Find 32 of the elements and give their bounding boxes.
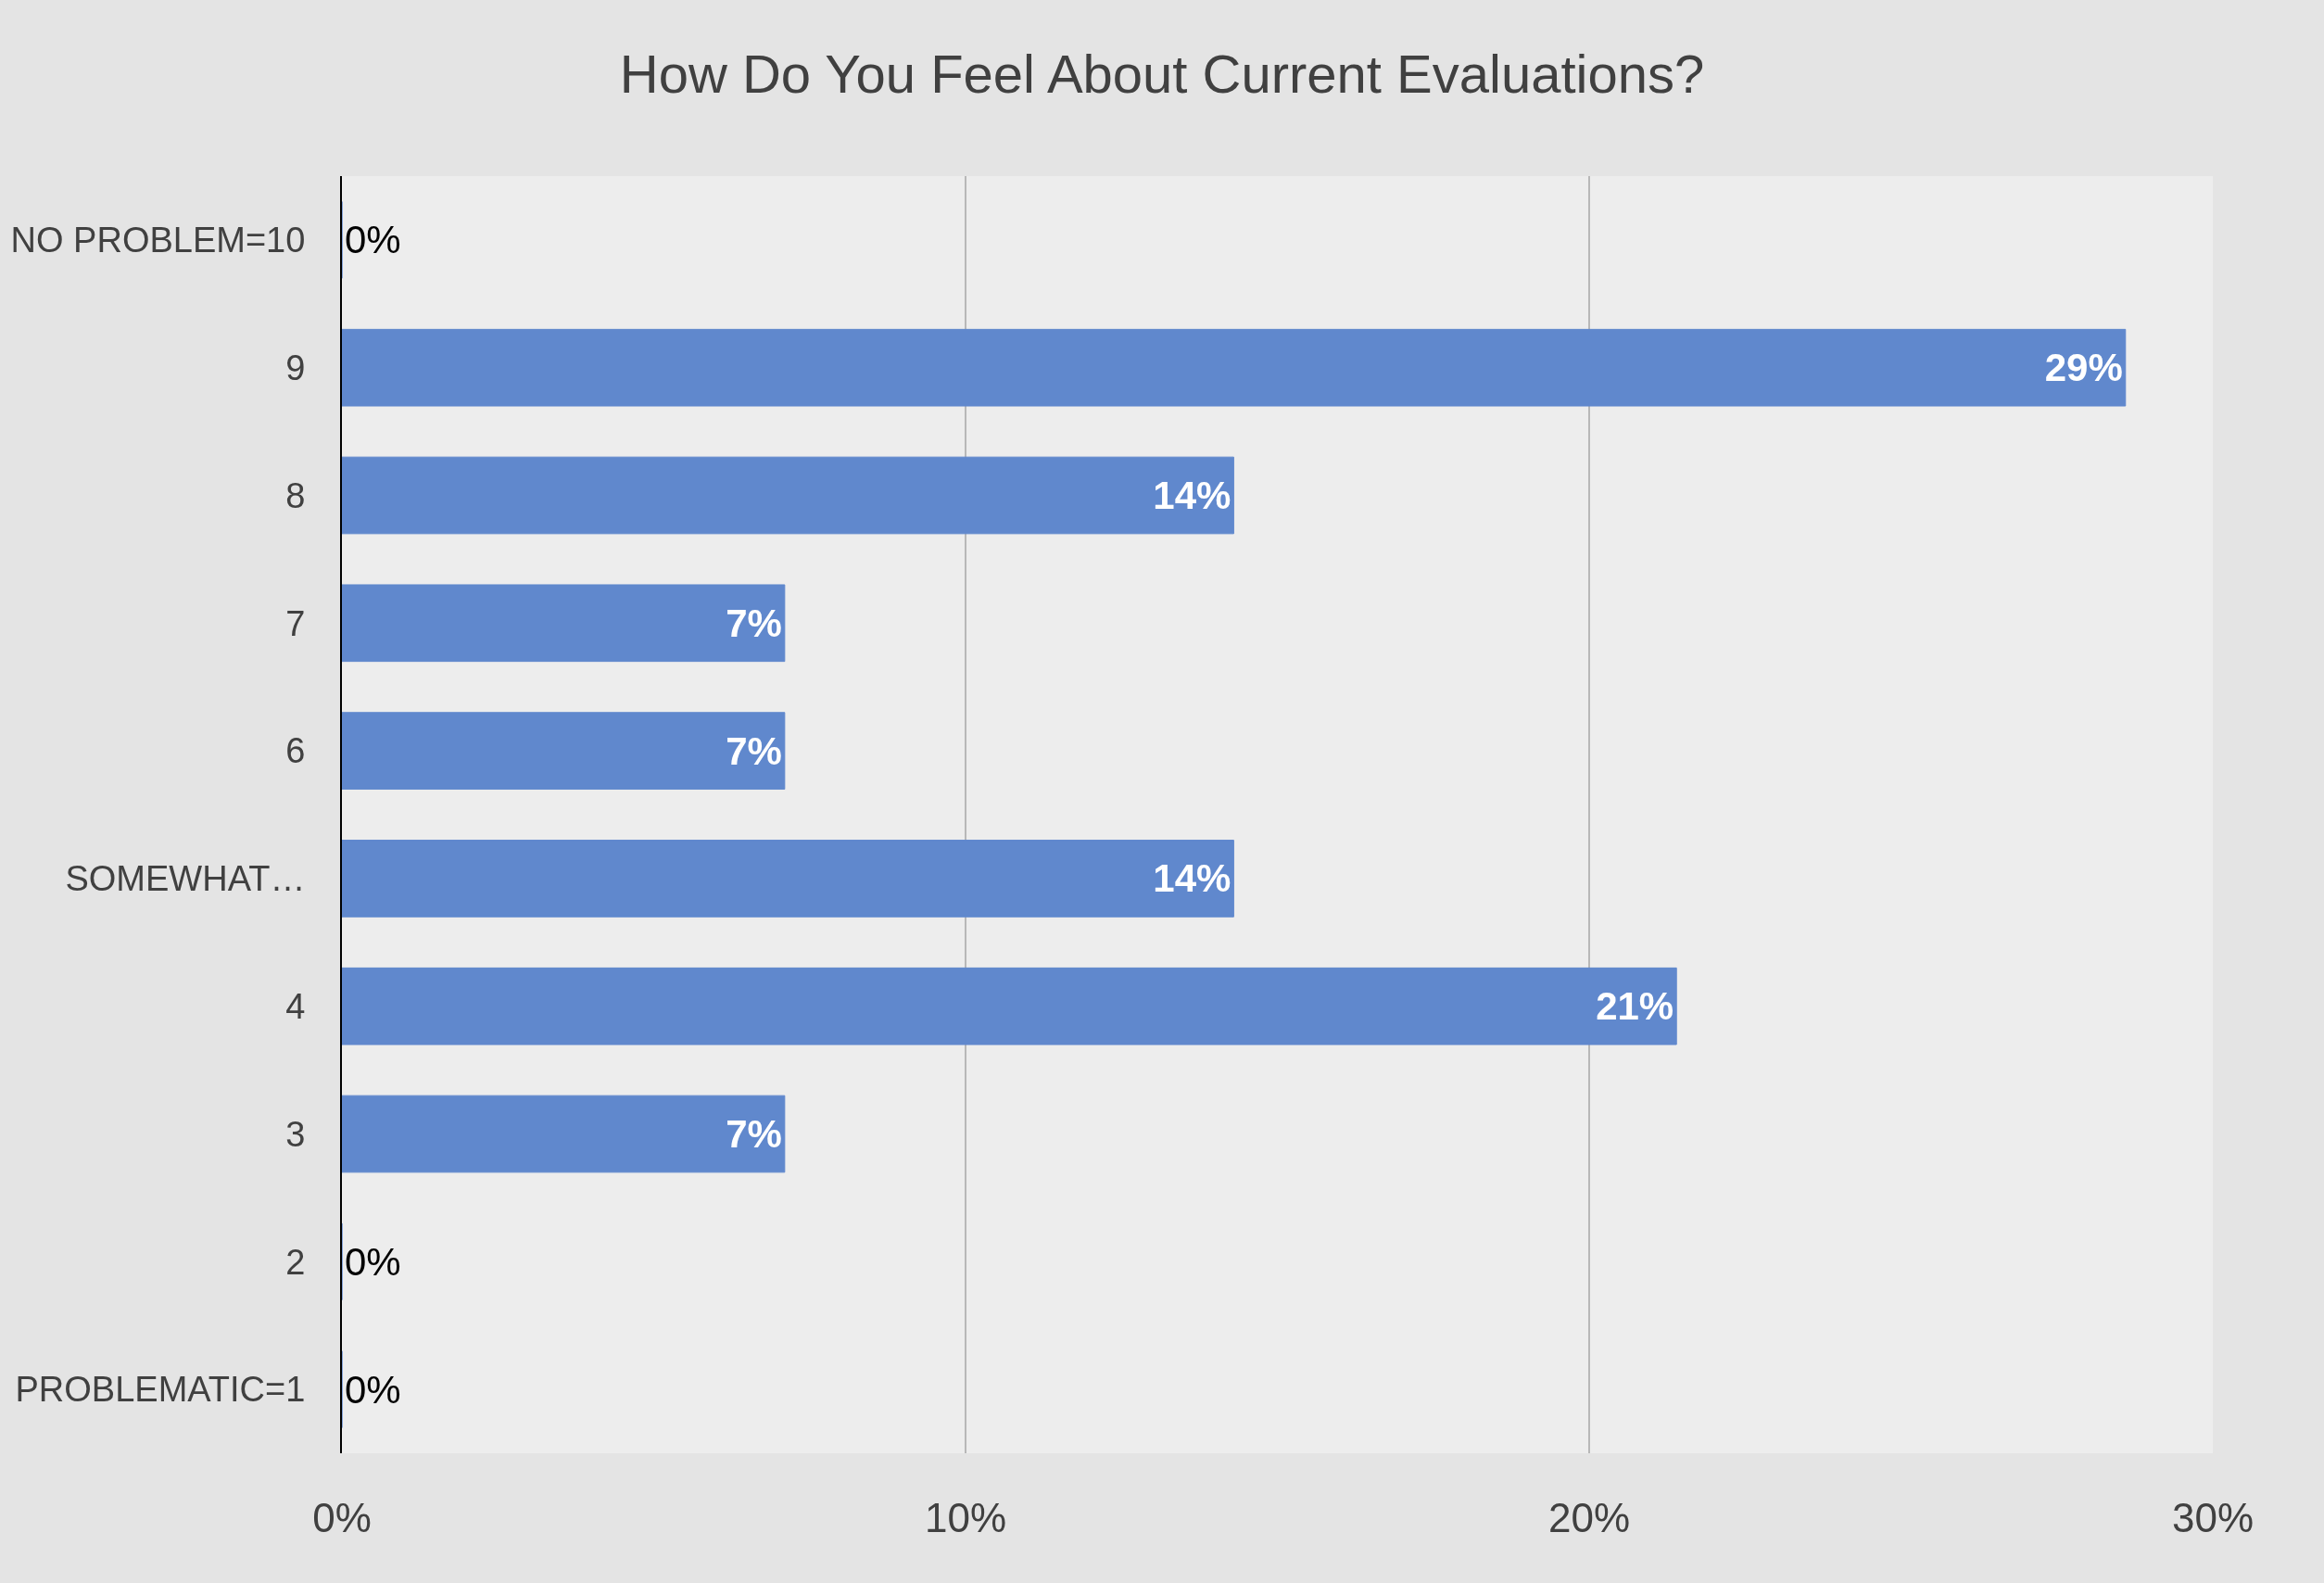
data-label: 7% bbox=[726, 728, 782, 773]
data-label: 29% bbox=[2044, 346, 2123, 390]
bar bbox=[342, 712, 786, 790]
data-label: 14% bbox=[1153, 474, 1231, 517]
y-tick-label: PROBLEMATIC=1 bbox=[15, 1370, 306, 1410]
y-tick-label: 2 bbox=[285, 1242, 306, 1282]
data-label: 7% bbox=[726, 1112, 782, 1156]
y-tick-label: SOMEWHAT… bbox=[65, 859, 306, 899]
data-label: 21% bbox=[1596, 984, 1674, 1029]
y-tick-label: 6 bbox=[285, 731, 306, 771]
bar bbox=[342, 584, 786, 663]
y-tick-label: 3 bbox=[285, 1114, 306, 1154]
y-tick-label: NO PROBLEM=10 bbox=[10, 221, 306, 260]
y-tick-label: 7 bbox=[285, 603, 306, 643]
bar bbox=[342, 456, 1234, 535]
data-label: 14% bbox=[1153, 856, 1231, 901]
bar bbox=[342, 967, 1677, 1045]
bar bbox=[342, 1095, 786, 1173]
y-tick-label: 4 bbox=[285, 987, 306, 1026]
y-tick-label: 8 bbox=[285, 475, 306, 515]
x-tick-label: 0% bbox=[312, 1495, 372, 1540]
x-tick-label: 10% bbox=[924, 1495, 1007, 1540]
x-tick-label: 30% bbox=[2171, 1495, 2255, 1540]
x-tick-label: 20% bbox=[1547, 1495, 1631, 1540]
bar bbox=[342, 328, 2127, 407]
chart-title: How Do You Feel About Current Evaluations? bbox=[619, 44, 1705, 105]
bar bbox=[342, 840, 1234, 918]
data-label: 0% bbox=[345, 1367, 401, 1412]
data-label: 0% bbox=[345, 218, 401, 262]
data-label: 0% bbox=[345, 1239, 401, 1284]
y-tick-label: 9 bbox=[285, 348, 306, 387]
data-label: 7% bbox=[726, 601, 782, 645]
